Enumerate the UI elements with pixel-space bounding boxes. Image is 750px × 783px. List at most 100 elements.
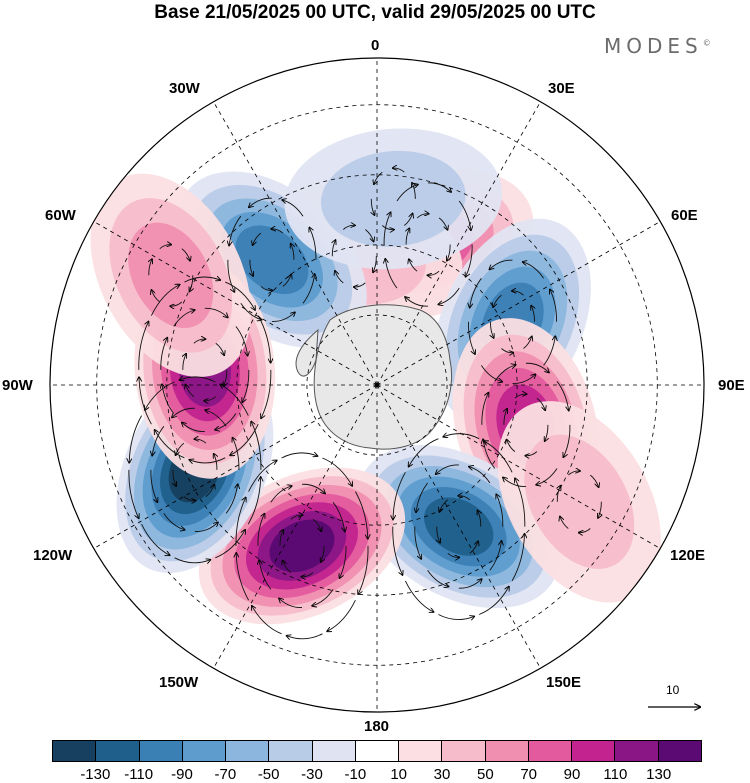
colorbar-swatch xyxy=(181,741,226,761)
wind-arrow xyxy=(598,501,601,518)
colorbar-swatch xyxy=(441,741,485,761)
wind-arrow xyxy=(468,321,475,354)
south-pole-marker xyxy=(374,382,380,388)
meridian-line xyxy=(93,221,378,386)
wind-arrow xyxy=(478,511,481,527)
wind-arrow xyxy=(437,526,440,543)
colorbar-tick-label: -10 xyxy=(344,766,367,783)
wind-arrow xyxy=(354,282,366,287)
wind-arrow xyxy=(205,485,214,497)
wind-arrow xyxy=(436,464,459,474)
wind-arrow xyxy=(139,377,152,425)
wind-arrow xyxy=(247,477,260,525)
colorbar xyxy=(52,740,702,762)
wind-arrow xyxy=(405,297,429,307)
wind-arrow xyxy=(183,354,186,370)
map-title: Base 21/05/2025 00 UTC, valid 29/05/2025… xyxy=(154,2,596,23)
wind-arrow xyxy=(282,274,291,287)
wind-arrow xyxy=(257,315,270,363)
meridian-line xyxy=(213,384,378,669)
wind-arrow xyxy=(186,385,195,397)
wind-arrow xyxy=(340,545,347,578)
colorbar-tick-label: -70 xyxy=(214,766,237,783)
wind-arrow xyxy=(189,457,226,463)
wind-arrow xyxy=(470,278,482,307)
colorbar-swatch xyxy=(268,741,312,761)
wind-arrow xyxy=(416,482,428,512)
wind-arrow xyxy=(507,440,516,452)
wind-arrow xyxy=(536,468,558,485)
wind-arrow xyxy=(270,486,292,503)
wind-arrow xyxy=(182,423,205,432)
colorbar-tick-label: 90 xyxy=(563,766,581,783)
wind-arrow xyxy=(227,259,235,292)
wind-arrow xyxy=(251,422,262,470)
lon-label-60e: 60E xyxy=(671,207,698,224)
wind-vectors xyxy=(129,168,601,639)
wind-arrow xyxy=(257,514,265,546)
wind-arrow xyxy=(279,598,303,608)
colorbar-swatch xyxy=(53,741,96,761)
wind-arrow xyxy=(525,451,538,456)
wind-arrow xyxy=(291,244,294,260)
wind-arrow xyxy=(162,384,175,414)
wind-arrow xyxy=(302,274,315,304)
colorbar-swatch xyxy=(657,741,701,761)
wind-arrow xyxy=(312,518,321,531)
wind-arrow xyxy=(494,365,516,382)
wind-arrow xyxy=(545,424,548,441)
lon-label-180: 180 xyxy=(364,718,390,735)
wind-arrow xyxy=(536,397,545,410)
wind-arrow xyxy=(242,369,250,402)
meridian-line xyxy=(376,384,661,549)
wind-arrow xyxy=(447,244,450,261)
wind-arrow xyxy=(322,457,352,486)
wind-arrow xyxy=(503,477,526,487)
wind-arrow xyxy=(172,407,195,417)
wind-arrow xyxy=(409,438,439,467)
wind-arrow xyxy=(392,526,403,575)
wind-arrow xyxy=(321,545,324,562)
wind-arrow xyxy=(504,409,507,425)
wind-arrow xyxy=(129,415,142,463)
colorbar-swatch xyxy=(398,741,442,761)
lon-label-30w: 30W xyxy=(169,80,200,97)
wind-arrow xyxy=(280,530,283,546)
wind-arrow xyxy=(281,453,318,459)
wind-arrow xyxy=(184,277,220,283)
wind-arrow xyxy=(174,557,211,563)
colorbar-swatch xyxy=(354,741,399,761)
lat-lon-grid xyxy=(50,58,704,712)
wind-arrow xyxy=(301,483,325,493)
wind-arrow xyxy=(236,553,249,601)
wind-arrow xyxy=(252,606,282,635)
wind-arrow xyxy=(523,337,532,349)
wind-arrow xyxy=(568,471,580,476)
wind-arrow xyxy=(229,215,242,245)
colorbar-tick-label: 130 xyxy=(646,766,672,783)
wind-arrow xyxy=(416,214,429,219)
meridian-line xyxy=(376,101,541,386)
contour-band xyxy=(128,222,214,329)
wind-arrow xyxy=(138,322,149,370)
colorbar-tick-label: 10 xyxy=(390,766,407,783)
wind-arrow xyxy=(190,275,193,291)
wind-arrow xyxy=(466,244,473,277)
wind-arrow xyxy=(193,339,206,344)
wind-arrow xyxy=(205,410,227,427)
wind-arrow xyxy=(215,413,237,430)
wind-arrow xyxy=(458,496,471,501)
wind-arrow xyxy=(557,486,560,502)
wind-arrow xyxy=(393,168,405,173)
wind-arrow xyxy=(332,240,335,257)
lon-label-120w: 120W xyxy=(33,547,73,564)
wind-arrow xyxy=(235,498,246,546)
wind-arrow xyxy=(478,587,509,615)
wind-arrow xyxy=(438,217,447,230)
reference-vector-label: 10 xyxy=(666,683,680,697)
wind-arrow xyxy=(493,294,502,307)
colorbar-tick-label: 30 xyxy=(433,766,451,783)
wind-arrow xyxy=(556,381,569,410)
wind-arrow xyxy=(458,579,482,589)
